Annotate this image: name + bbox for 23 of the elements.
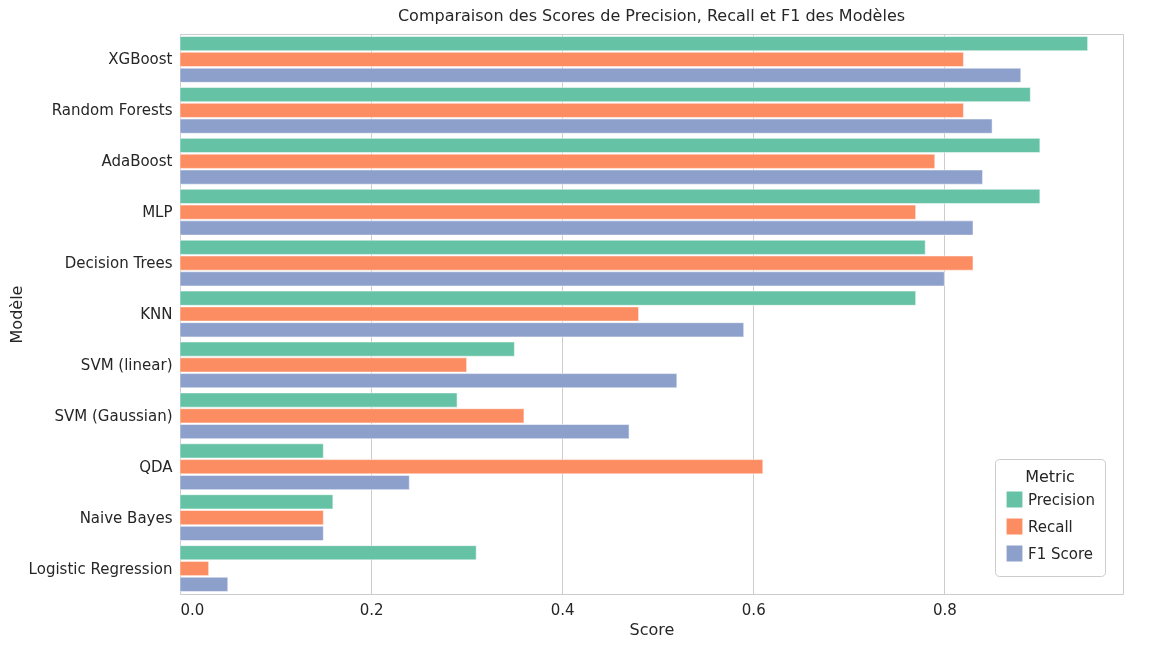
y-tick-label: SVM (Gaussian) <box>54 406 173 425</box>
x-tick-label: 0.4 <box>550 600 575 619</box>
legend-label: F1 Score <box>1028 544 1093 563</box>
y-tick-label: Random Forests <box>51 101 173 120</box>
y-tick-label: QDA <box>139 457 174 476</box>
y-tick-label: Decision Trees <box>64 254 173 273</box>
chart-title: Comparaison des Scores de Precision, Recall et F1 des Modèles <box>397 6 906 25</box>
y-tick-label: XGBoost <box>108 50 173 69</box>
x-tick-label: 0.2 <box>359 600 384 619</box>
x-tick-label: 0.6 <box>741 600 766 619</box>
x-axis-title: Score <box>629 619 675 639</box>
legend-label: Recall <box>1028 517 1073 536</box>
legend-label: Precision <box>1028 490 1095 509</box>
y-tick-label: SVM (linear) <box>80 355 173 374</box>
y-tick-label: Naive Bayes <box>79 508 173 527</box>
x-tick-label: 0.8 <box>932 600 957 619</box>
y-axis-title: Modèle <box>6 285 26 344</box>
y-tick-label: AdaBoost <box>101 152 173 171</box>
x-tick-label: 0.0 <box>180 600 205 619</box>
y-tick-label: Logistic Regression <box>28 559 173 578</box>
y-tick-label: KNN <box>140 305 173 323</box>
y-tick-label: MLP <box>142 203 173 222</box>
legend-title: Metric <box>1025 467 1075 486</box>
